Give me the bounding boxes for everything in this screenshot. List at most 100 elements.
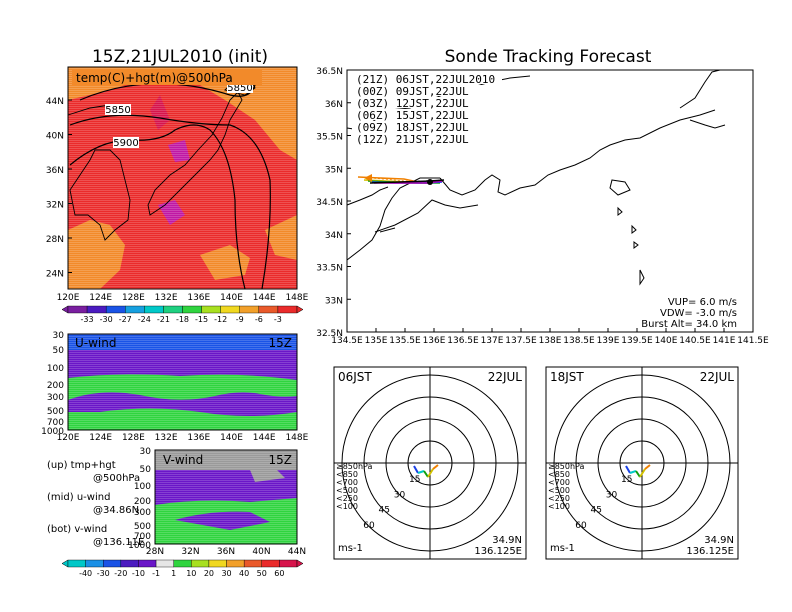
colorbar-cell: [243, 559, 262, 568]
hodograph-lat: 34.9N: [492, 535, 522, 546]
main-lon-tick: 141E: [713, 336, 736, 346]
colorbar-cell: [125, 305, 145, 314]
colorbar-tick: 1: [171, 569, 176, 578]
colorbar-tick: -10: [132, 569, 145, 578]
main-title: Sonde Tracking Forecast: [445, 47, 652, 67]
ascent-info-line: Burst Alt= 34.0 km: [641, 319, 737, 330]
ring-label: 15: [621, 475, 632, 485]
colorbar-arrow-left: [61, 559, 69, 568]
u-wind-lon-tick: 124E: [89, 433, 112, 443]
ascent-info-line: VDW= -3.0 m/s: [660, 308, 737, 319]
hodograph-unit: ms-1: [338, 543, 363, 554]
colorbar-tick: -33: [81, 315, 94, 324]
colorbar-arrow-right: [296, 305, 304, 314]
hodograph-date: 22JUL: [700, 370, 735, 384]
map-field-label: temp(C)+hgt(m)@500hPa: [76, 71, 233, 85]
colorbar-tick: -12: [214, 315, 227, 324]
colorbar-tick: -20: [114, 569, 127, 578]
pressure-level-label: <850: [548, 470, 570, 479]
map-lat-tick: 36N: [46, 166, 64, 176]
hodograph-trace-segment: [635, 470, 641, 478]
colorbar-cell: [67, 305, 88, 314]
pressure-level-label: <500: [548, 486, 570, 495]
wind-colorbar: -40 -30 -20 -10 -1 1 10 20 30 40 50 60: [61, 559, 304, 578]
main-lat-tick: 35.5N: [316, 133, 343, 143]
v-wind-pressure-tick: 500: [134, 522, 151, 532]
v-wind-lat-tick: 40N: [252, 547, 270, 557]
main-lon-tick: 140.5E: [679, 336, 711, 346]
colorbar-tick: -3: [274, 315, 282, 324]
pressure-level-label: <850: [336, 470, 358, 479]
main-lon-tick: 137.5E: [505, 336, 537, 346]
map-lon-ticks: 120E 124E 128E 132E 136E 140E 144E 148E: [57, 293, 309, 303]
colorbar-tick: -40: [79, 569, 92, 578]
pressure-level-label: <100: [548, 502, 570, 511]
u-wind-lon-tick: 120E: [57, 433, 80, 443]
legend-line: @500hPa: [93, 473, 140, 484]
colorbar-tick: -30: [100, 315, 113, 324]
colorbar-tick: 60: [274, 569, 284, 578]
hodograph-trace-segment: [417, 470, 425, 474]
ring-label: 60: [575, 521, 587, 531]
ring-label: 60: [363, 521, 375, 531]
tracking-map-panel: Sonde Tracking Forecast 36.5N 36N 35.5N 35N…: [316, 47, 769, 346]
main-lat-ticks: 36.5N 36N 35.5N 35N 34.5N 34N 33.5N 33N 32.5N: [316, 67, 351, 339]
main-lat-tick: 32.5N: [316, 329, 343, 339]
main-lat-tick: 33.5N: [316, 264, 343, 274]
v-wind-pressure-tick: 100: [134, 482, 151, 492]
colorbar-tick: -21: [157, 315, 170, 324]
v-wind-pressure-tick: 50: [140, 465, 152, 475]
u-wind-lon-tick: 144E: [253, 433, 276, 443]
colorbar-cell: [105, 305, 126, 314]
hodograph-trace-segment: [625, 465, 631, 474]
u-wind-pressure-tick: 30: [53, 331, 65, 341]
colorbar-cell: [144, 305, 164, 314]
pressure-level-label: <250: [336, 494, 358, 503]
ring-label: 45: [379, 506, 390, 516]
u-wind-pressure-tick: 200: [47, 381, 64, 391]
colorbar-tick: -24: [138, 315, 151, 324]
hodograph-trace-segment: [644, 464, 651, 470]
legend-line: @136.11E: [93, 537, 144, 548]
u-wind-lon-tick: 128E: [122, 433, 145, 443]
colorbar-arrow-right: [296, 559, 304, 568]
u-wind-label: U-wind: [75, 336, 116, 350]
colorbar-arrow-left: [61, 305, 69, 314]
hodograph-trace-segment: [423, 470, 429, 478]
map-lon-tick: 144E: [253, 293, 276, 303]
hodograph-trace-segment: [629, 470, 637, 474]
main-lon-tick: 141.5E: [737, 336, 769, 346]
pressure-level-label: <500: [336, 486, 358, 495]
launch-time-legend: (21Z) 06JST,22JUL2010(00Z) 09JST,22JUL(0…: [352, 73, 502, 146]
colorbar-tick: -27: [119, 315, 132, 324]
v-wind-lat-ticks: 28N 32N 36N 40N 44N: [146, 547, 306, 557]
u-wind-lon-tick: 140E: [220, 433, 243, 443]
pressure-level-label: <700: [548, 478, 570, 487]
map-lat-tick: 32N: [46, 201, 64, 211]
main-lat-tick: 34.5N: [316, 198, 343, 208]
contour-5800: [79, 83, 256, 101]
v-wind-pressure-tick: 200: [134, 497, 151, 507]
colorbar-cell: [120, 559, 139, 568]
pressure-level-label: <250: [548, 494, 570, 503]
panel-legend: (up) tmp+hgt @500hPa (mid) u-wind @34.86N (b…: [47, 460, 144, 548]
main-lon-tick: 140E: [655, 336, 678, 346]
main-lon-tick: 135.5E: [389, 336, 421, 346]
hodograph-trace-segment: [427, 468, 434, 478]
launch-site-marker: [427, 179, 433, 185]
temperature-colorbar: -33 -30 -27 -24 -21 -18 -15 -12 -9 -6 -3: [61, 305, 304, 324]
u-wind-pressure-tick: 1000: [41, 427, 64, 437]
colorbar-cell: [261, 559, 280, 568]
v-wind-time: 15Z: [269, 453, 293, 467]
main-lat-tick: 36.5N: [316, 67, 343, 77]
u-wind-pressure-tick: 100: [47, 364, 64, 374]
coastline-osaka: [346, 186, 389, 206]
u-wind-pressure-tick: 500: [47, 407, 64, 417]
map-frame: [67, 66, 298, 290]
main-lon-tick: 138E: [539, 336, 562, 346]
main-lon-tick: 136.5E: [447, 336, 479, 346]
